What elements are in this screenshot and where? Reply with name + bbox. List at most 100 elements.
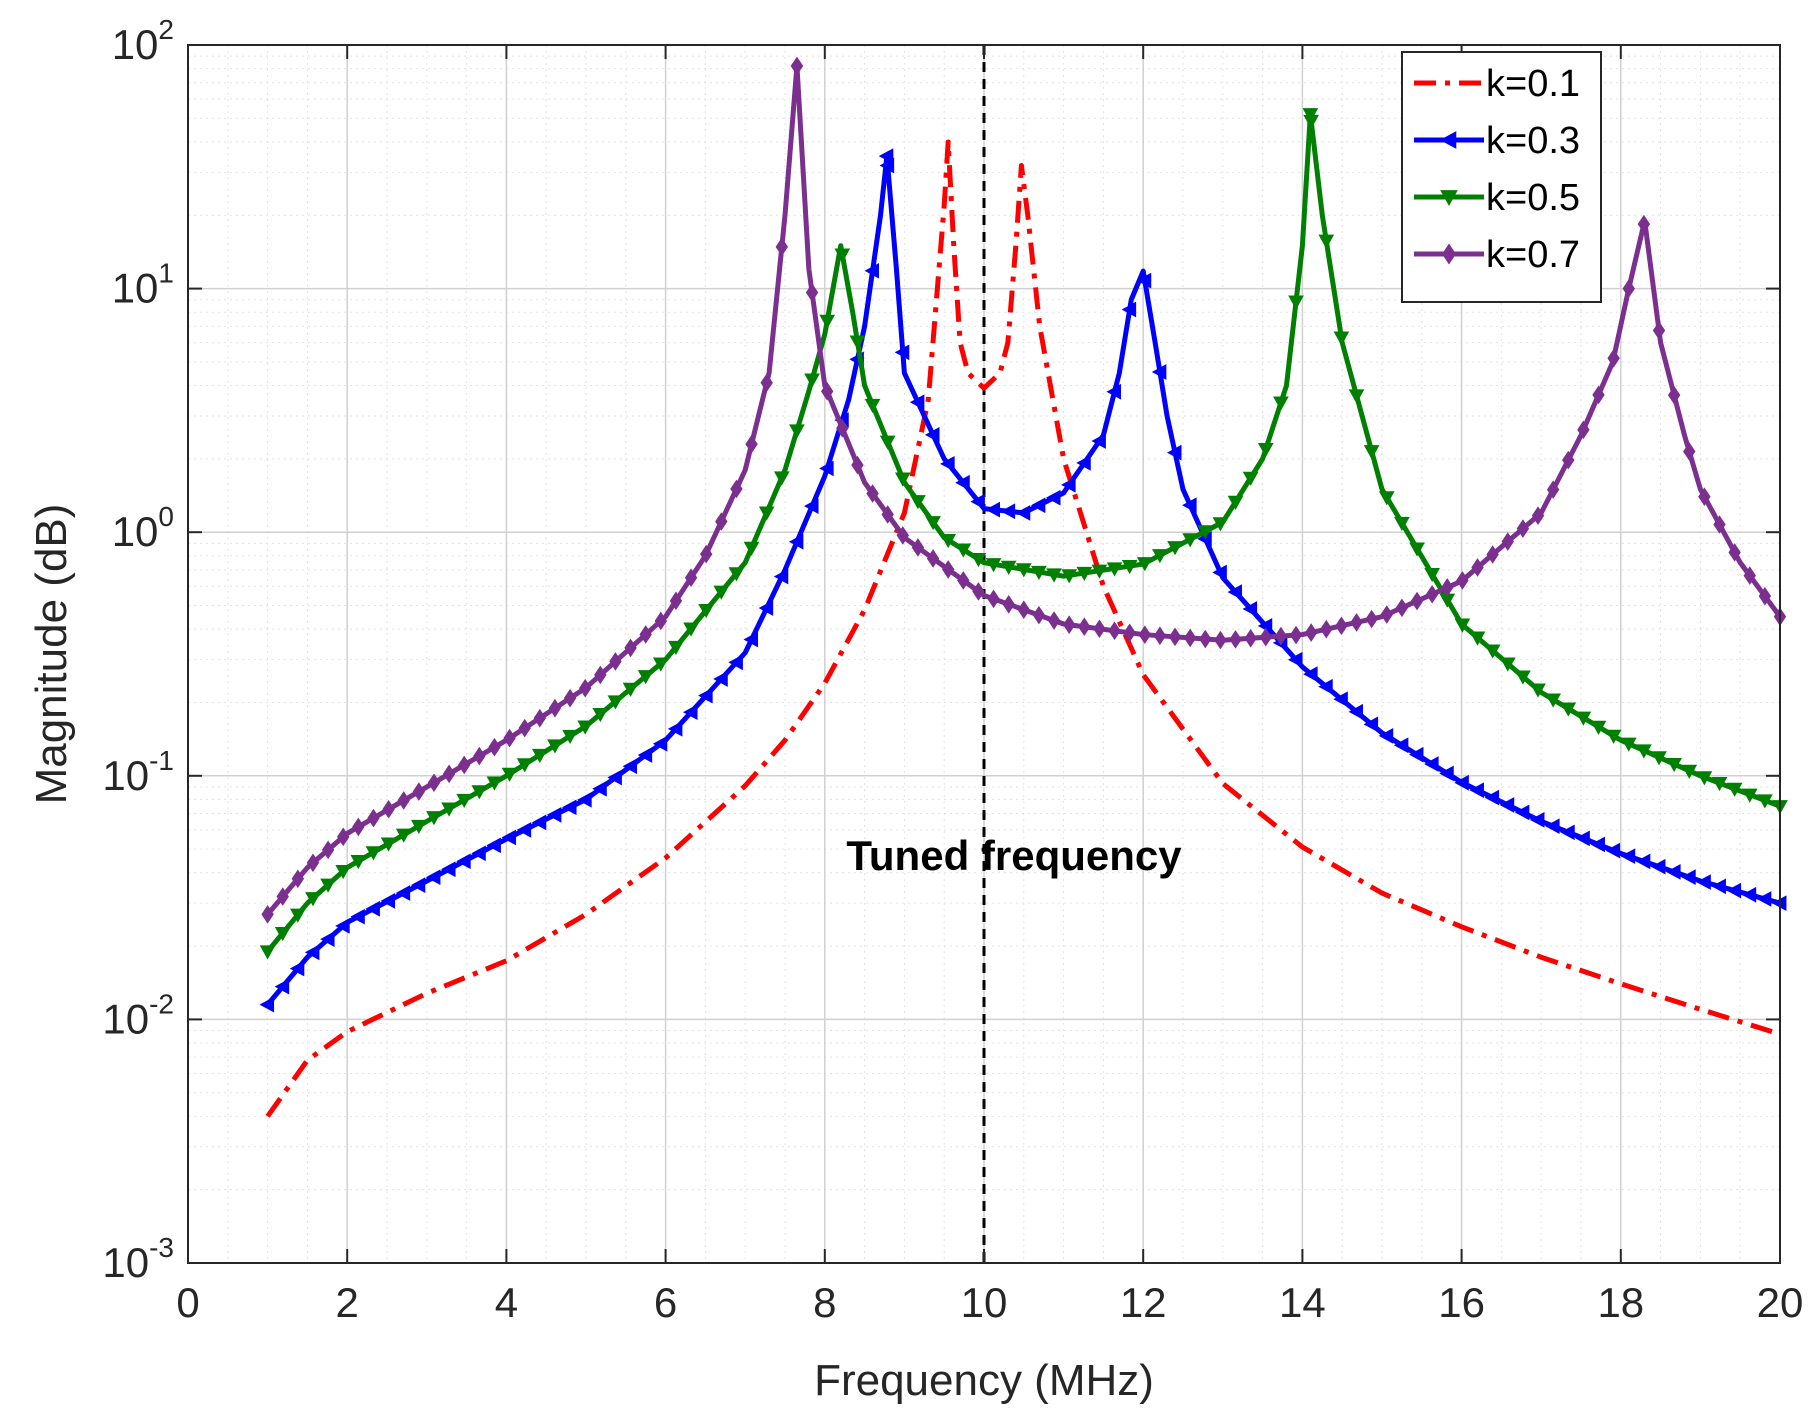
legend-item: k=0.3 xyxy=(1414,120,1580,162)
series-marker xyxy=(699,544,713,564)
series-marker xyxy=(516,758,533,773)
series-marker xyxy=(395,828,412,843)
series-marker xyxy=(291,869,305,889)
series-marker xyxy=(503,728,516,748)
series-marker xyxy=(1182,533,1199,548)
series-marker xyxy=(1424,568,1440,583)
series-marker xyxy=(957,571,970,590)
series-marker xyxy=(926,549,940,568)
series-marker xyxy=(1696,874,1711,890)
series-marker xyxy=(1636,744,1652,759)
series-marker xyxy=(1061,569,1078,584)
series-k=0.7 xyxy=(261,56,1787,924)
series-marker xyxy=(866,484,879,503)
series-marker xyxy=(365,846,382,861)
series-marker xyxy=(1227,584,1242,600)
legend-label: k=0.3 xyxy=(1486,120,1580,162)
series-marker xyxy=(1469,782,1484,798)
x-tick-label: 16 xyxy=(1438,1279,1485,1326)
series-marker xyxy=(894,472,911,487)
series-marker xyxy=(607,695,624,710)
series-marker xyxy=(1605,842,1621,859)
series-marker xyxy=(730,479,743,499)
series-marker xyxy=(276,887,289,906)
series-marker xyxy=(1741,886,1757,903)
series-marker xyxy=(1530,683,1546,698)
series-marker xyxy=(1471,558,1484,577)
series-marker xyxy=(1408,746,1424,763)
series-marker xyxy=(1711,878,1726,895)
series-marker xyxy=(1030,497,1046,514)
series-marker xyxy=(819,314,836,329)
series-marker xyxy=(1667,385,1681,405)
series-marker xyxy=(713,585,730,600)
series-marker xyxy=(1212,517,1229,532)
series-marker xyxy=(820,382,834,401)
series-marker xyxy=(305,892,321,907)
series-line xyxy=(265,139,1781,1118)
series-marker xyxy=(501,767,518,782)
series-marker xyxy=(775,237,789,257)
tuned-frequency-annotation: Tuned frequency xyxy=(846,832,1182,879)
series-marker xyxy=(1393,737,1409,754)
series-marker xyxy=(427,773,441,793)
series-marker xyxy=(1637,214,1651,234)
series-marker xyxy=(743,631,759,648)
legend-item: k=0.5 xyxy=(1414,177,1580,219)
series-marker xyxy=(1288,295,1304,310)
x-tick-label: 2 xyxy=(336,1279,359,1326)
series-marker xyxy=(441,802,457,817)
series-marker xyxy=(1166,444,1182,461)
series-marker xyxy=(1741,788,1758,803)
legend-label: k=0.5 xyxy=(1486,177,1580,219)
series-marker xyxy=(1015,505,1031,521)
series-marker xyxy=(1456,571,1469,590)
series-marker xyxy=(728,654,743,671)
legend: k=0.1 k=0.3 k=0.5 k=0.7 xyxy=(1401,51,1602,303)
series-marker xyxy=(1650,858,1666,875)
series-marker xyxy=(667,720,683,737)
series-marker xyxy=(1335,616,1348,636)
series-marker xyxy=(382,799,395,819)
series-marker xyxy=(698,604,715,619)
series-marker xyxy=(683,622,699,637)
series-marker xyxy=(1726,782,1743,797)
series-layer xyxy=(259,56,1788,1118)
x-tick-label: 4 xyxy=(495,1279,518,1326)
series-marker xyxy=(1380,605,1393,624)
series-marker xyxy=(1242,471,1259,486)
series-marker xyxy=(925,516,941,531)
series-marker xyxy=(1620,848,1636,865)
series-marker xyxy=(547,739,563,754)
series-marker xyxy=(1713,515,1726,534)
series-marker xyxy=(1607,348,1620,368)
series-marker xyxy=(471,785,488,800)
legend-marker xyxy=(1439,131,1457,149)
series-marker xyxy=(1486,545,1499,564)
series-marker xyxy=(1151,364,1167,380)
series-marker xyxy=(577,791,592,808)
series-marker xyxy=(320,931,335,947)
series-marker xyxy=(1257,442,1274,458)
y-tick-label: 10-2 xyxy=(102,988,174,1042)
legend-item: k=0.1 xyxy=(1414,63,1580,105)
series-marker xyxy=(1545,818,1560,835)
series-marker xyxy=(1743,566,1756,585)
series-marker xyxy=(985,501,1001,518)
y-tick-label: 10-3 xyxy=(102,1232,174,1286)
series-marker xyxy=(380,837,397,852)
series-marker xyxy=(1121,301,1137,318)
series-marker xyxy=(1136,557,1153,572)
series-marker xyxy=(1318,234,1335,249)
series-marker xyxy=(259,945,276,960)
series-marker xyxy=(1017,600,1031,620)
x-tick-label: 20 xyxy=(1757,1279,1804,1326)
legend-item: k=0.7 xyxy=(1414,234,1580,276)
series-marker xyxy=(698,687,713,704)
series-marker xyxy=(1605,729,1622,744)
y-tick-labels: 10-3 10-2 10-1 100 101 102 xyxy=(102,14,174,1286)
series-marker xyxy=(1304,623,1318,642)
series-marker xyxy=(592,708,609,723)
legend-box xyxy=(1401,51,1602,303)
series-marker xyxy=(473,746,486,766)
